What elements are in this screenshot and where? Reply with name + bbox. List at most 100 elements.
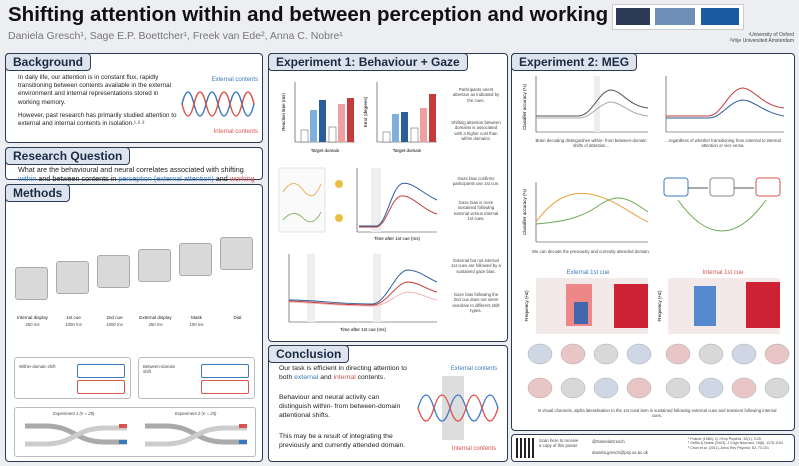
axis-label: Classifier accuracy (%): [522, 83, 527, 130]
qr-text: Scan here to receive a copy of this post…: [539, 438, 579, 449]
step-time: 1000 ms: [65, 322, 82, 327]
trial-screen: [15, 267, 48, 300]
flow-figure: [25, 423, 247, 447]
paragraph: In daily life, our attention is in const…: [18, 74, 171, 106]
step-label: Dial: [233, 315, 242, 320]
shape: [77, 380, 125, 394]
trial-screen: [138, 249, 171, 282]
brain: [665, 377, 691, 399]
note: Gaze bias following the 2nd cue does not…: [452, 292, 500, 314]
label: External contents: [212, 77, 258, 83]
heading: Methods: [5, 184, 71, 202]
text: external: [294, 373, 319, 381]
title: Shifting attention within and between pe…: [8, 3, 694, 26]
step-label: External display: [139, 315, 172, 320]
reference: ¹ Posner (1980), Q J Exp Psychol, 32(1),…: [688, 437, 761, 441]
label: Between-domain shift: [143, 364, 176, 375]
brain: [731, 343, 757, 365]
axis-label: Frequency (Hz): [524, 290, 529, 322]
axis-label: Classifier accuracy (%): [522, 188, 527, 235]
label: External 1st cue: [566, 270, 610, 276]
note: We can decode the previously and current…: [532, 249, 650, 254]
heading: Conclusion: [268, 345, 350, 363]
brain: [593, 343, 619, 365]
qr-code: [516, 438, 536, 458]
text: within: [18, 174, 37, 183]
note: External but not internal 1st cues are f…: [451, 258, 501, 274]
affiliations: ¹University of Oxford ²Vrije Universiteit…: [700, 32, 794, 45]
step-time: 250 ms: [25, 322, 40, 327]
exp1-panel: Experiment 1: Behaviour + Gaze Reaction …: [268, 53, 508, 342]
step-time: 250 ms: [148, 322, 163, 327]
heading: Background: [5, 53, 92, 71]
text: and between contents in: [36, 174, 119, 183]
axis-label: Frequency (Hz): [657, 290, 662, 322]
axis-label: Target domain: [311, 148, 340, 153]
paragraph: Behaviour and neural activity can distin…: [279, 394, 401, 419]
exp1-figures: Reaction time (ms) Target domain Error (…: [278, 82, 438, 332]
text: and: [213, 174, 230, 183]
trial-screen: [56, 261, 89, 294]
diagram: [663, 177, 781, 232]
label: Internal contents: [214, 129, 258, 135]
step-time: 100 ms: [189, 322, 204, 327]
shape: [77, 364, 125, 378]
shape: [201, 364, 249, 378]
within-box: Within-domain shift: [14, 357, 131, 399]
step-label: Mask: [191, 315, 202, 320]
text: and: [318, 373, 334, 381]
trial-sequence: Internal display 250 ms 1st cue 1000 ms 2nd …: [12, 237, 258, 335]
heading: Research Question: [5, 147, 131, 165]
heading: Experiment 1: Behaviour + Gaze: [268, 53, 468, 71]
label: Experiment 2 (n = 25): [175, 411, 217, 416]
conclusion-panel: Conclusion Our task is efficient in dire…: [268, 345, 508, 462]
brain: [527, 377, 553, 399]
trial-screen: [97, 255, 130, 288]
axis-label: Target domain: [393, 148, 422, 153]
brain: [764, 377, 790, 399]
topographies: [527, 343, 790, 399]
paragraph: However, past research has primarily stu…: [18, 112, 177, 128]
brain: [626, 343, 652, 365]
logo: [701, 8, 739, 25]
note: Participants orient attention as indicat…: [452, 87, 500, 103]
conclusion-figure: External contents Internal contents: [417, 366, 499, 452]
background-panel: Background In daily life, our attention …: [5, 53, 263, 143]
logo: [655, 8, 695, 25]
text: perception (external attention): [118, 174, 214, 183]
note: In visual channels, alpha lateralisation…: [537, 408, 777, 419]
brain: [560, 377, 586, 399]
tf-maps: External 1st cue Internal 1st cue Freque…: [524, 270, 780, 334]
label: Experiment 1 (n = 25): [53, 411, 95, 416]
label: Within-domain shift: [19, 364, 56, 369]
text: What are the behavioural and neural corr…: [18, 165, 244, 174]
axis-label: Error (degrees): [363, 96, 368, 127]
exp2-panel: Experiment 2: MEG Classifier accuracy (%…: [511, 53, 795, 431]
references: ¹ Posner (1980), Q J Exp Psychol, 32(1),…: [688, 437, 792, 450]
step-label: Internal display: [17, 315, 48, 320]
gaze-timecourse: Time after 1st cue (ms): [288, 254, 438, 332]
wave-figure: External contents Internal contents: [181, 77, 258, 135]
text: Our task is efficient in directing atten…: [279, 365, 407, 381]
brain: [665, 343, 691, 365]
note: Gaze bias is more sustained following ex…: [453, 200, 499, 222]
authors: Daniela Gresch¹, Sage E.P. Boettcher¹, F…: [8, 30, 343, 42]
label: Internal contents: [452, 446, 496, 452]
brain: [764, 343, 790, 365]
label: Internal 1st cue: [702, 270, 744, 276]
between-box: Between-domain shift: [138, 357, 255, 399]
gaze-plots: Time after 1st cue (ms): [278, 167, 438, 241]
twitter: @DanielaGresch: [592, 439, 625, 444]
reference: ² Griffin & Nobre (2003), J Cogn Neurosc…: [688, 441, 783, 446]
email: daniela.gresch@psy.ox.ac.uk: [592, 450, 648, 455]
trial-screen: [220, 237, 253, 270]
experiment-box: Experiment 1 (n = 25) Experiment 2 (n = …: [14, 407, 256, 457]
step-label: 1st cue: [66, 315, 81, 320]
brain: [698, 377, 724, 399]
shape: [201, 380, 249, 394]
heading: Experiment 2: MEG: [511, 53, 638, 71]
brain: [527, 343, 553, 365]
internal-wave: [181, 91, 255, 117]
reference: ³ Chun et al. (2011), Annu Rev Psychol, …: [688, 445, 770, 450]
